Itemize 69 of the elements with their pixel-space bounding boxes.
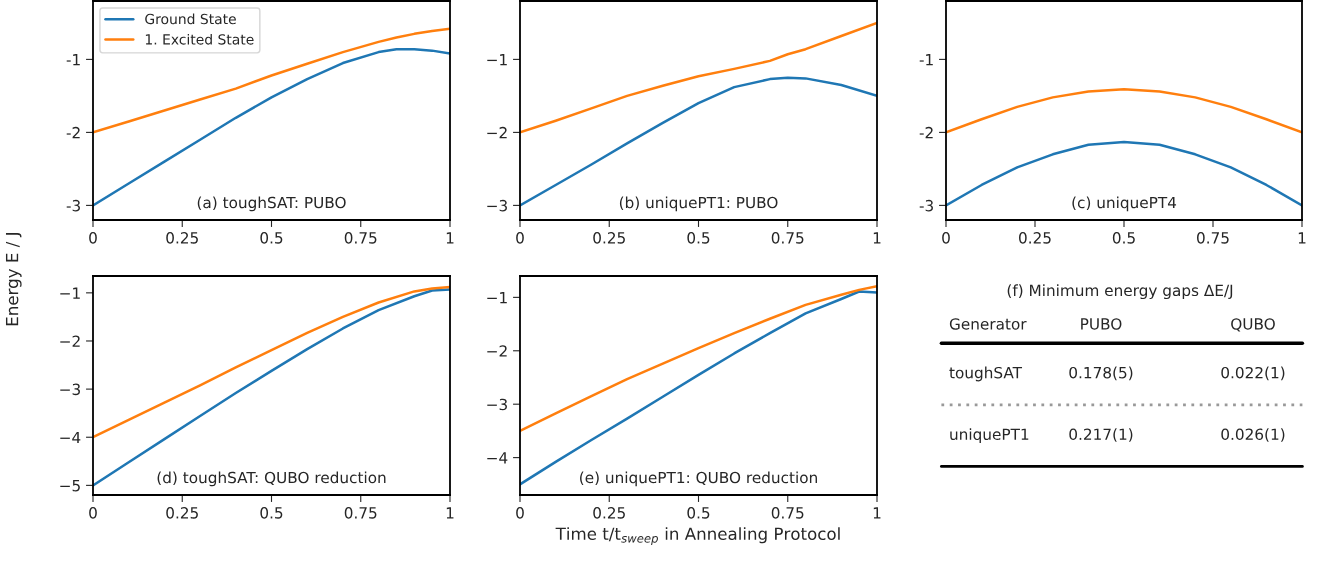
y-tick-label: −5 [60, 480, 80, 492]
x-tick-label: 0.5 [260, 232, 283, 244]
y-tick-label: −3 [60, 383, 80, 396]
y-tick-label: −1 [487, 292, 507, 304]
legend-label: 1. Excited State [145, 33, 254, 45]
line-series [93, 27, 450, 134]
y-tick-label: -1 [66, 54, 80, 66]
x-tick-label: 0.75 [344, 232, 377, 244]
x-tick-label: 0 [516, 507, 524, 519]
x-tick-label: 0.25 [1019, 232, 1051, 244]
line-series [93, 288, 450, 487]
line-series [520, 290, 877, 486]
x-tick-label: 0.75 [1197, 232, 1229, 244]
y-axis-title: Energy E / J [5, 233, 22, 326]
x-tick-label: 0.25 [593, 507, 625, 519]
y-tick-label: -2 [66, 126, 80, 139]
y-tick-label: -2 [919, 126, 933, 139]
x-tick-label: 0 [89, 507, 97, 519]
line-series [946, 88, 1302, 134]
x-tick-label: 0.5 [260, 507, 283, 519]
y-tick-label: −4 [60, 431, 81, 444]
y-tick-label: −1 [60, 287, 80, 299]
text: Generator [949, 318, 1027, 330]
x-tick-label: 0.25 [593, 232, 625, 244]
category-label: QUBO [1231, 318, 1275, 332]
x-axis-title: Time t/t$_{sweep}$ in Annealing Protocol [555, 527, 840, 545]
line-series [520, 21, 877, 134]
text: 0.026(1) [1221, 428, 1285, 442]
text: (d) toughSAT: QUBO reduction [157, 471, 386, 487]
y-tick-label: -3 [66, 199, 80, 212]
x-tick-label: 1 [873, 232, 881, 244]
text: (c) uniquePT4 [1072, 196, 1177, 212]
text: (f) Minimum energy gaps ΔE/J [1007, 284, 1233, 300]
line-series [93, 285, 450, 439]
y-tick-label: −2 [487, 126, 507, 139]
x-tick-label: 0.5 [687, 232, 710, 244]
x-tick-label: 0.5 [1112, 232, 1135, 244]
y-tick-label: −2 [487, 345, 507, 357]
x-tick-label: 1 [873, 507, 881, 519]
x-tick-label: 1 [446, 232, 454, 244]
text: 0.022(1) [1221, 366, 1285, 381]
x-tick-label: 1 [1298, 232, 1306, 244]
category-label: toughSAT [949, 366, 1023, 382]
text: 0.217(1) [1069, 428, 1133, 442]
x-tick-label: 1 [446, 507, 454, 519]
x-tick-label: 0.25 [166, 507, 198, 519]
y-tick-label: -1 [919, 54, 933, 66]
y-tick-label: −3 [487, 199, 507, 212]
y-tick-label: -3 [919, 199, 933, 212]
y-tick-label: −2 [60, 335, 80, 347]
text: (a) toughSAT: PUBO [197, 196, 346, 212]
x-tick-label: 0.25 [166, 232, 198, 244]
line-series [520, 284, 877, 433]
x-tick-label: 0.75 [344, 507, 377, 519]
text: (b) uniquePT1: PUBO [619, 196, 778, 212]
x-tick-label: 0.75 [771, 232, 804, 244]
x-tick-label: 0 [89, 232, 97, 244]
x-tick-label: 0 [942, 232, 950, 244]
x-tick-label: 0.75 [771, 507, 804, 519]
text: 0.178(5) [1069, 366, 1133, 381]
x-tick-label: 0 [516, 232, 524, 244]
category-label: PUBO [1081, 318, 1122, 330]
category-label: uniquePT1 [950, 428, 1029, 443]
y-tick-label: −1 [487, 54, 507, 66]
x-tick-label: 0.5 [687, 507, 710, 519]
text: (e) uniquePT1: QUBO reduction [580, 471, 817, 487]
y-tick-label: −4 [487, 452, 508, 464]
y-tick-label: −3 [487, 398, 507, 411]
legend-label: Ground State [145, 13, 236, 25]
